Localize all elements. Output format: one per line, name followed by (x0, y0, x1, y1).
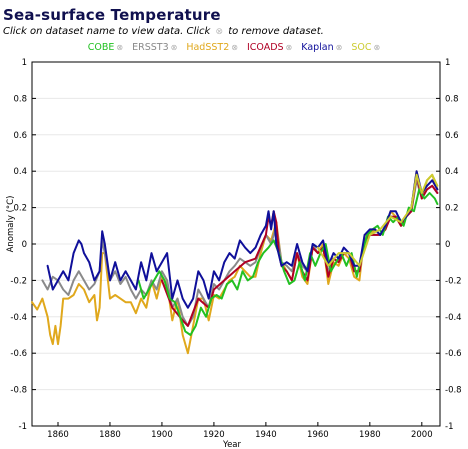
dataset-legend: COBE ⊗ ERSST3 ⊗ HadSST2 ⊗ ICOADS ⊗ Kaplan ⊗ SOC ⊗ (0, 42, 468, 53)
y-tick-label-left: -0.4 (10, 313, 27, 323)
legend-item-icoads[interactable]: ICOADS ⊗ (247, 42, 292, 53)
series-line-kaplan (46, 170, 439, 309)
y-tick-label-left: 1 (22, 58, 27, 68)
y-tick-label-right: 0.2 (445, 204, 459, 214)
x-tick-label: 1880 (99, 430, 121, 440)
y-tick-label-right: 0.4 (445, 167, 459, 177)
instruction-text: Click on dataset name to view data. Clic… (3, 26, 324, 37)
remove-dataset-icon[interactable]: ⊗ (231, 43, 238, 52)
x-tick-label: 1960 (307, 430, 329, 440)
legend-item-kaplan[interactable]: Kaplan ⊗ (301, 42, 342, 53)
y-tick-label-left: -0.6 (10, 349, 27, 359)
y-tick-label-right: 0 (445, 240, 450, 250)
remove-dataset-icon[interactable]: ⊗ (373, 43, 381, 52)
page-title: Sea-surface Temperature (3, 6, 221, 24)
legend-label[interactable]: SOC (351, 42, 372, 53)
remove-dataset-icon[interactable]: ⊗ (335, 43, 343, 52)
y-tick-label-right: -0.4 (445, 313, 462, 323)
legend-item-cobe[interactable]: COBE ⊗ (88, 42, 123, 53)
legend-label[interactable]: Kaplan (301, 42, 334, 53)
remove-dataset-icon[interactable]: ⊗ (170, 43, 178, 52)
y-tick-label-left: -0.2 (10, 276, 27, 286)
y-axis-title: Anomaly (°C) (6, 196, 16, 253)
remove-dataset-icon[interactable]: ⊗ (285, 43, 293, 52)
y-tick-label-left: 0.2 (13, 204, 27, 214)
y-tick-label-right: -0.6 (445, 349, 462, 359)
y-tick-label-right: -0.2 (445, 276, 462, 286)
legend-item-ersst3[interactable]: ERSST3 ⊗ (132, 42, 177, 53)
y-tick-label-left: 0.4 (13, 167, 27, 177)
x-tick-label: 1860 (47, 430, 69, 440)
y-tick-label-right: -0.8 (445, 386, 462, 396)
x-tick-label: 2000 (411, 430, 433, 440)
series-line-hadsst2 (31, 170, 439, 355)
instruction-before: Click on dataset name to view data. Clic… (3, 26, 211, 37)
x-axis-title: Year (222, 440, 242, 449)
series-line-soc (316, 173, 439, 267)
x-tick-label: 1920 (203, 430, 225, 440)
legend-label[interactable]: COBE (87, 42, 115, 53)
remove-dataset-icon[interactable]: ⊗ (116, 43, 124, 52)
y-tick-label-right: -1 (445, 422, 453, 432)
legend-item-soc[interactable]: SOC ⊗ (351, 42, 380, 53)
y-tick-label-right: 1 (445, 58, 450, 68)
x-tick-label: 1940 (255, 430, 277, 440)
legend-label[interactable]: HadSST2 (186, 42, 230, 53)
remove-icon: ⊗ (215, 27, 224, 37)
x-tick-label: 1900 (151, 430, 173, 440)
x-tick-label: 1980 (359, 430, 381, 440)
legend-item-hadsst2[interactable]: HadSST2 ⊗ (186, 42, 238, 53)
instruction-after: to remove dataset. (228, 26, 324, 37)
y-tick-label-left: -0.8 (10, 386, 27, 396)
y-tick-label-left: -1 (19, 422, 27, 432)
y-tick-label-left: 0 (22, 240, 27, 250)
y-tick-label-left: 0.6 (13, 131, 27, 141)
legend-label[interactable]: ERSST3 (132, 42, 169, 53)
y-tick-label-right: 0.6 (445, 131, 459, 141)
y-tick-label-left: 0.8 (13, 94, 27, 104)
y-tick-label-right: 0.8 (445, 94, 459, 104)
legend-label[interactable]: ICOADS (246, 42, 284, 53)
